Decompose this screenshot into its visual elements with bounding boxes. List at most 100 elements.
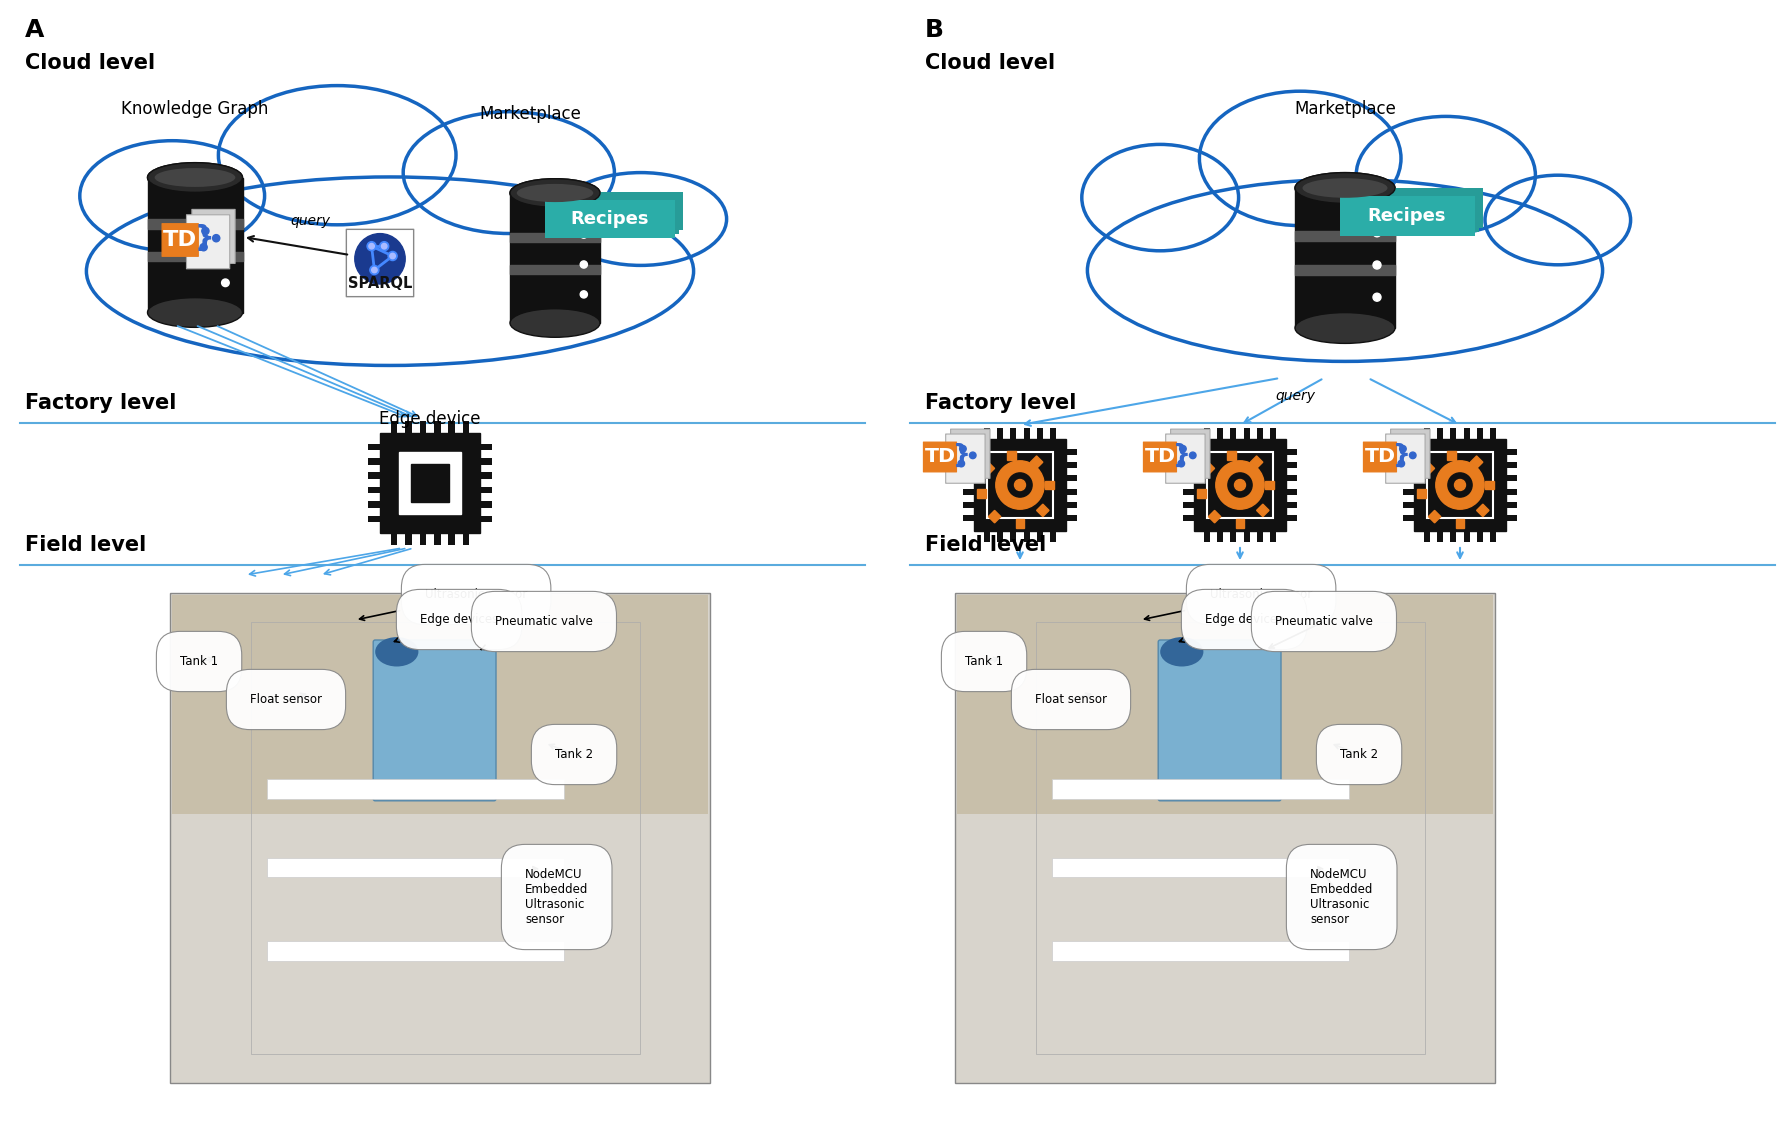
Bar bbox=[420, 420, 425, 433]
Ellipse shape bbox=[1199, 91, 1401, 225]
Bar bbox=[963, 516, 974, 521]
Ellipse shape bbox=[509, 179, 600, 207]
Bar bbox=[1287, 476, 1297, 482]
Bar bbox=[963, 449, 974, 455]
Bar bbox=[368, 487, 379, 494]
Bar bbox=[1476, 531, 1483, 543]
Bar bbox=[449, 420, 456, 433]
FancyBboxPatch shape bbox=[924, 442, 956, 471]
Bar bbox=[1296, 188, 1396, 327]
Ellipse shape bbox=[148, 163, 243, 193]
Circle shape bbox=[1235, 479, 1246, 491]
Bar bbox=[1287, 502, 1297, 508]
Bar bbox=[268, 858, 565, 877]
Bar bbox=[1271, 428, 1276, 438]
Text: Tank 1: Tank 1 bbox=[180, 655, 218, 668]
Bar bbox=[1244, 428, 1249, 438]
Bar bbox=[391, 420, 397, 433]
Ellipse shape bbox=[1296, 172, 1396, 204]
FancyBboxPatch shape bbox=[945, 434, 985, 484]
Bar bbox=[985, 428, 990, 438]
Bar bbox=[1053, 780, 1349, 799]
Bar bbox=[1183, 476, 1194, 482]
Bar bbox=[1053, 858, 1349, 877]
Bar bbox=[983, 462, 995, 475]
FancyBboxPatch shape bbox=[1158, 640, 1281, 801]
Ellipse shape bbox=[155, 168, 236, 187]
Bar bbox=[1506, 449, 1517, 455]
Bar bbox=[1451, 531, 1456, 543]
Bar bbox=[954, 593, 1496, 1083]
Text: NodeMCU
Embedded
Ultrasonic
sensor: NodeMCU Embedded Ultrasonic sensor bbox=[1310, 867, 1374, 926]
Text: }: } bbox=[1394, 443, 1412, 468]
Bar bbox=[974, 438, 1067, 531]
FancyBboxPatch shape bbox=[1363, 442, 1396, 471]
Ellipse shape bbox=[148, 163, 243, 193]
Bar bbox=[449, 534, 456, 545]
Bar bbox=[1183, 462, 1194, 468]
Bar bbox=[1506, 516, 1517, 521]
Bar bbox=[434, 420, 441, 433]
Bar bbox=[1194, 438, 1287, 531]
Circle shape bbox=[1215, 461, 1263, 509]
Bar bbox=[963, 462, 974, 468]
Text: }: } bbox=[195, 224, 214, 253]
Bar bbox=[1424, 428, 1430, 438]
Bar bbox=[1036, 531, 1044, 543]
Bar bbox=[1228, 451, 1235, 460]
Text: B: B bbox=[926, 18, 944, 42]
Circle shape bbox=[581, 291, 588, 298]
Bar bbox=[1287, 488, 1297, 495]
Ellipse shape bbox=[1296, 313, 1396, 343]
Bar bbox=[1490, 428, 1496, 438]
Bar bbox=[977, 489, 986, 499]
Ellipse shape bbox=[148, 298, 243, 327]
Bar bbox=[250, 622, 640, 1054]
Bar bbox=[1271, 531, 1276, 543]
Text: }: } bbox=[952, 443, 970, 468]
Bar bbox=[1036, 622, 1424, 1054]
Bar bbox=[406, 420, 411, 433]
Circle shape bbox=[222, 248, 229, 256]
Bar bbox=[481, 458, 493, 465]
Bar bbox=[1203, 462, 1215, 475]
FancyBboxPatch shape bbox=[1340, 196, 1474, 236]
Bar bbox=[1036, 504, 1049, 517]
Bar bbox=[988, 510, 1001, 522]
Text: SPARQL: SPARQL bbox=[348, 276, 413, 291]
Bar bbox=[1476, 428, 1483, 438]
Text: Edge devices: Edge devices bbox=[1179, 613, 1283, 642]
Circle shape bbox=[1410, 452, 1415, 459]
Text: query: query bbox=[289, 214, 331, 228]
Bar bbox=[1256, 531, 1263, 543]
FancyBboxPatch shape bbox=[1144, 442, 1176, 471]
Bar bbox=[1428, 510, 1440, 522]
Bar bbox=[172, 595, 708, 813]
Text: TD: TD bbox=[1144, 448, 1176, 467]
Circle shape bbox=[372, 267, 377, 273]
Bar bbox=[1006, 451, 1015, 460]
Bar bbox=[1067, 502, 1078, 508]
Bar bbox=[1217, 428, 1224, 438]
FancyBboxPatch shape bbox=[1390, 429, 1430, 478]
Text: Pneumatic valve: Pneumatic valve bbox=[481, 615, 593, 649]
Bar bbox=[1471, 455, 1483, 468]
Bar bbox=[1476, 504, 1489, 517]
Bar bbox=[1464, 428, 1469, 438]
Circle shape bbox=[581, 261, 588, 269]
Ellipse shape bbox=[1160, 637, 1203, 666]
Ellipse shape bbox=[1296, 172, 1396, 204]
Circle shape bbox=[222, 216, 229, 224]
Bar bbox=[1217, 531, 1224, 543]
Circle shape bbox=[390, 254, 395, 258]
Bar bbox=[1010, 531, 1017, 543]
Ellipse shape bbox=[509, 308, 600, 338]
Circle shape bbox=[370, 265, 379, 274]
Bar bbox=[1437, 531, 1444, 543]
Ellipse shape bbox=[1356, 117, 1535, 235]
Bar bbox=[1024, 531, 1029, 543]
Circle shape bbox=[368, 244, 373, 249]
Circle shape bbox=[1178, 460, 1185, 467]
Text: Recipes: Recipes bbox=[570, 210, 649, 228]
Ellipse shape bbox=[80, 140, 264, 250]
